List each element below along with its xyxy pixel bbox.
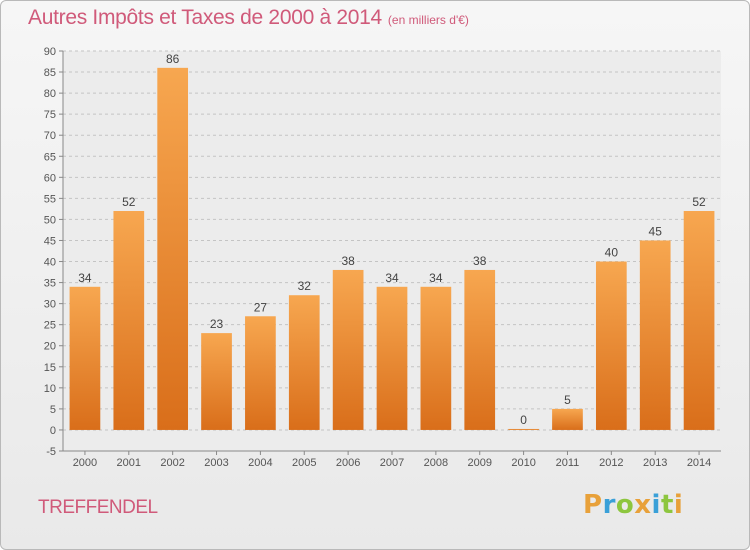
x-tick-label: 2009: [467, 457, 491, 469]
bar: [420, 286, 452, 430]
y-tick-label: 45: [44, 235, 56, 247]
bar: [508, 428, 539, 430]
x-tick-label: 2011: [556, 457, 580, 469]
y-tick-label: 10: [44, 383, 56, 395]
bar: [288, 295, 320, 430]
y-tick-label: 60: [44, 172, 56, 184]
y-tick-label: 85: [44, 67, 56, 79]
x-tick-label: 2007: [380, 457, 404, 469]
y-tick-label: 25: [44, 320, 56, 332]
bar-value-label: 38: [473, 254, 487, 268]
logo-letter: i: [673, 490, 684, 520]
x-tick-label: 2002: [160, 457, 184, 469]
bar: [157, 67, 189, 430]
commune-name: TREFFENDEL: [38, 497, 158, 518]
logo-letter: t: [660, 490, 674, 520]
x-tick-label: 2008: [424, 457, 448, 469]
bar-value-label: 5: [564, 393, 571, 407]
y-tick-label: -5: [46, 446, 56, 458]
proxiti-logo: Proxiti: [583, 490, 683, 520]
bar-value-label: 45: [649, 224, 663, 238]
bar-value-label: 27: [254, 300, 268, 314]
logo-letter: P: [583, 490, 603, 520]
x-tick-label: 2004: [248, 457, 272, 469]
logo-letter: o: [615, 490, 635, 520]
logo-letter: r: [602, 490, 616, 520]
bar: [69, 286, 101, 430]
x-tick-label: 2001: [117, 457, 141, 469]
bar: [376, 286, 408, 430]
y-tick-label: 40: [44, 257, 56, 269]
y-tick-label: 70: [44, 130, 56, 142]
logo-letter: x: [634, 490, 652, 520]
y-tick-label: 30: [44, 299, 56, 311]
bar: [113, 211, 145, 430]
x-tick-label: 2010: [511, 457, 535, 469]
bar-value-label: 0: [520, 413, 527, 427]
bar-value-label: 52: [692, 195, 706, 209]
logo-letter: i: [651, 490, 661, 520]
y-tick-label: 90: [44, 46, 56, 58]
bar: [595, 261, 627, 430]
bar: [464, 269, 496, 430]
bar-value-label: 34: [385, 271, 399, 285]
y-tick-label: 50: [44, 214, 56, 226]
y-tick-label: 20: [44, 341, 56, 353]
bar-value-label: 52: [122, 195, 136, 209]
x-tick-label: 2003: [204, 457, 228, 469]
bar: [683, 211, 715, 430]
bar: [639, 240, 671, 430]
bar-value-label: 40: [605, 246, 619, 260]
y-tick-label: 35: [44, 278, 56, 290]
bar-value-label: 23: [210, 317, 224, 331]
bar-value-label: 34: [429, 271, 443, 285]
y-tick-label: 65: [44, 151, 56, 163]
bar-value-label: 34: [78, 271, 92, 285]
x-tick-label: 2012: [599, 457, 623, 469]
x-tick-label: 2006: [336, 457, 360, 469]
y-tick-label: 80: [44, 88, 56, 100]
chart-title: Autres Impôts et Taxes de 2000 à 2014 (en…: [28, 6, 469, 30]
bar-value-label: 32: [298, 279, 312, 293]
x-tick-label: 2000: [73, 457, 97, 469]
y-tick-label: 75: [44, 109, 56, 121]
chart-subtitle: (en milliers d'€): [387, 13, 469, 27]
bar: [332, 269, 364, 430]
chart-title-text: Autres Impôts et Taxes de 2000 à 2014: [28, 6, 382, 29]
bar-value-label: 38: [341, 254, 355, 268]
bar: [552, 408, 583, 430]
y-tick-label: 55: [44, 193, 56, 205]
x-tick-label: 2005: [292, 457, 316, 469]
y-tick-label: 5: [50, 404, 56, 416]
y-tick-label: 0: [50, 425, 56, 437]
bar: [201, 333, 232, 430]
x-tick-label: 2013: [643, 457, 667, 469]
y-tick-label: 15: [44, 362, 56, 374]
bar-value-label: 86: [166, 52, 180, 66]
x-tick-label: 2014: [687, 457, 711, 469]
bar: [245, 316, 276, 430]
